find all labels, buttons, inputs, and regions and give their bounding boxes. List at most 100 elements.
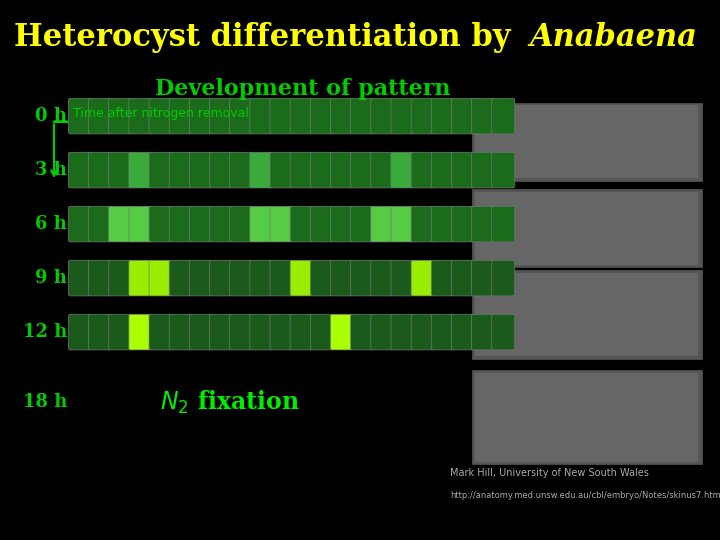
FancyBboxPatch shape: [270, 314, 293, 350]
FancyBboxPatch shape: [451, 152, 474, 188]
FancyBboxPatch shape: [129, 152, 152, 188]
Text: Anabaena: Anabaena: [529, 22, 697, 52]
FancyBboxPatch shape: [371, 314, 394, 350]
FancyBboxPatch shape: [109, 98, 132, 134]
Bar: [472, 270, 702, 359]
FancyBboxPatch shape: [189, 314, 212, 350]
FancyBboxPatch shape: [451, 206, 474, 242]
FancyBboxPatch shape: [310, 314, 333, 350]
FancyBboxPatch shape: [431, 98, 454, 134]
FancyBboxPatch shape: [371, 98, 394, 134]
FancyBboxPatch shape: [330, 98, 354, 134]
FancyBboxPatch shape: [89, 206, 112, 242]
FancyBboxPatch shape: [330, 314, 354, 350]
FancyBboxPatch shape: [492, 152, 515, 188]
FancyBboxPatch shape: [230, 260, 253, 296]
FancyBboxPatch shape: [230, 98, 253, 134]
FancyBboxPatch shape: [431, 314, 454, 350]
FancyBboxPatch shape: [351, 152, 374, 188]
FancyBboxPatch shape: [451, 260, 474, 296]
FancyBboxPatch shape: [290, 314, 313, 350]
FancyBboxPatch shape: [270, 152, 293, 188]
FancyBboxPatch shape: [270, 206, 293, 242]
Bar: [475, 192, 698, 265]
Text: 12 h: 12 h: [22, 323, 67, 341]
FancyBboxPatch shape: [351, 260, 374, 296]
Text: Development of pattern: Development of pattern: [155, 78, 450, 100]
FancyBboxPatch shape: [89, 152, 112, 188]
FancyBboxPatch shape: [169, 260, 192, 296]
FancyBboxPatch shape: [189, 152, 212, 188]
FancyBboxPatch shape: [391, 314, 414, 350]
FancyBboxPatch shape: [250, 98, 273, 134]
Text: http://anatomy.med.unsw.edu.au/cbl/embryo/Notes/skinus7.htm: http://anatomy.med.unsw.edu.au/cbl/embry…: [450, 490, 720, 500]
FancyBboxPatch shape: [149, 260, 172, 296]
Text: Mark Hill, University of New South Wales: Mark Hill, University of New South Wales: [450, 468, 649, 478]
FancyBboxPatch shape: [411, 206, 434, 242]
FancyBboxPatch shape: [371, 206, 394, 242]
FancyBboxPatch shape: [68, 314, 91, 350]
FancyBboxPatch shape: [371, 260, 394, 296]
FancyBboxPatch shape: [189, 206, 212, 242]
FancyBboxPatch shape: [371, 152, 394, 188]
FancyBboxPatch shape: [472, 98, 495, 134]
Text: $N_2$ fixation: $N_2$ fixation: [161, 389, 300, 416]
FancyBboxPatch shape: [391, 98, 414, 134]
FancyBboxPatch shape: [210, 98, 233, 134]
FancyBboxPatch shape: [109, 260, 132, 296]
FancyBboxPatch shape: [290, 206, 313, 242]
FancyBboxPatch shape: [330, 206, 354, 242]
Text: 18 h: 18 h: [22, 393, 67, 411]
FancyBboxPatch shape: [290, 98, 313, 134]
Bar: [472, 189, 702, 267]
FancyBboxPatch shape: [431, 152, 454, 188]
FancyBboxPatch shape: [270, 98, 293, 134]
Bar: [475, 105, 698, 178]
Bar: [475, 373, 698, 462]
FancyBboxPatch shape: [109, 152, 132, 188]
FancyBboxPatch shape: [129, 314, 152, 350]
Text: 3 h: 3 h: [35, 161, 67, 179]
FancyBboxPatch shape: [330, 152, 354, 188]
FancyBboxPatch shape: [68, 152, 91, 188]
FancyBboxPatch shape: [391, 260, 414, 296]
FancyBboxPatch shape: [250, 260, 273, 296]
FancyBboxPatch shape: [230, 314, 253, 350]
FancyBboxPatch shape: [290, 260, 313, 296]
FancyBboxPatch shape: [411, 314, 434, 350]
FancyBboxPatch shape: [492, 206, 515, 242]
FancyBboxPatch shape: [492, 98, 515, 134]
FancyBboxPatch shape: [68, 98, 91, 134]
FancyBboxPatch shape: [89, 98, 112, 134]
FancyBboxPatch shape: [169, 152, 192, 188]
FancyBboxPatch shape: [250, 314, 273, 350]
FancyBboxPatch shape: [210, 206, 233, 242]
FancyBboxPatch shape: [391, 152, 414, 188]
Bar: [472, 103, 702, 181]
FancyBboxPatch shape: [149, 152, 172, 188]
Text: 6 h: 6 h: [35, 215, 67, 233]
FancyBboxPatch shape: [310, 206, 333, 242]
Text: 0 h: 0 h: [35, 107, 67, 125]
FancyBboxPatch shape: [391, 206, 414, 242]
FancyBboxPatch shape: [230, 206, 253, 242]
FancyBboxPatch shape: [189, 260, 212, 296]
FancyBboxPatch shape: [210, 152, 233, 188]
FancyBboxPatch shape: [351, 98, 374, 134]
FancyBboxPatch shape: [270, 260, 293, 296]
FancyBboxPatch shape: [411, 152, 434, 188]
FancyBboxPatch shape: [250, 152, 273, 188]
FancyBboxPatch shape: [492, 314, 515, 350]
FancyBboxPatch shape: [109, 206, 132, 242]
FancyBboxPatch shape: [149, 314, 172, 350]
FancyBboxPatch shape: [451, 98, 474, 134]
FancyBboxPatch shape: [149, 206, 172, 242]
FancyBboxPatch shape: [310, 98, 333, 134]
Text: Time after nitrogen removal: Time after nitrogen removal: [73, 107, 249, 120]
FancyBboxPatch shape: [149, 98, 172, 134]
FancyBboxPatch shape: [129, 206, 152, 242]
FancyBboxPatch shape: [210, 260, 233, 296]
FancyBboxPatch shape: [472, 260, 495, 296]
Bar: [475, 273, 698, 356]
FancyBboxPatch shape: [250, 206, 273, 242]
